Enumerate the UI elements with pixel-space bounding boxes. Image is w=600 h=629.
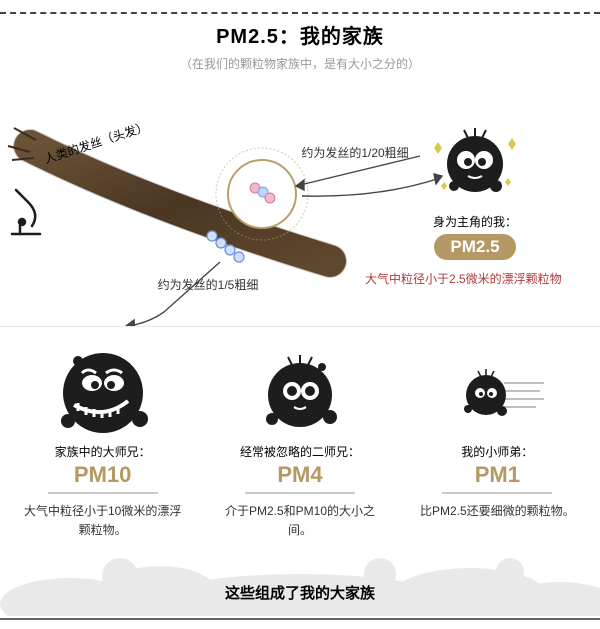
callout-one-fifth: 约为发丝的1/5粗细 <box>148 276 268 293</box>
member-pm10: 家族中的大师兄： PM10 大气中粒径小于10微米的漂浮颗粒物。 <box>13 343 193 540</box>
pm25-character-icon <box>430 124 520 202</box>
callout-one-twentieth: 约为发丝的1/20粗细 <box>290 144 420 161</box>
pm4-underline <box>245 492 355 494</box>
pm25-role-label: 身为主角的我： <box>405 213 545 230</box>
footer-text: 这些组成了我的大家族 <box>0 582 600 603</box>
pm10-underline <box>48 492 158 494</box>
member-pm1: 我的小师弟： PM1 比PM2.5还要细微的颗粒物。 <box>407 343 587 540</box>
pm25-badge: PM2.5 <box>434 234 515 260</box>
footer-banner: 这些组成了我的大家族 <box>0 552 600 616</box>
family-row: 家族中的大师兄： PM10 大气中粒径小于10微米的漂浮颗粒物。 经常被忽略的二… <box>0 327 600 550</box>
member-pm4: 经常被忽略的二师兄： PM4 介于PM2.5和PM10的大小之间。 <box>210 343 390 540</box>
pm10-desc: 大气中粒径小于10微米的漂浮颗粒物。 <box>13 502 193 540</box>
pm10-label: PM10 <box>13 462 193 488</box>
pm10-character-icon <box>48 343 158 439</box>
pm1-label: PM1 <box>407 462 587 488</box>
pm25-definition: 大气中粒径小于2.5微米的漂浮颗粒物 <box>365 270 545 287</box>
title-main: 我的家族 <box>300 26 384 48</box>
pm1-underline <box>442 492 552 494</box>
pm25-character-block: 身为主角的我： PM2.5 大气中粒径小于2.5微米的漂浮颗粒物 <box>405 124 545 287</box>
pm10-role: 家族中的大师兄： <box>13 443 193 460</box>
pm4-role: 经常被忽略的二师兄： <box>210 443 390 460</box>
title-prefix: PM2.5： <box>216 26 300 48</box>
page-subtitle: （在我们的颗粒物家族中，是有大小之分的） <box>0 55 600 72</box>
page-title: PM2.5：我的家族 <box>0 20 600 49</box>
pm1-role: 我的小师弟： <box>407 443 587 460</box>
pm4-character-icon <box>250 343 350 439</box>
pm1-character-icon <box>442 343 552 439</box>
top-dashed-rule <box>0 12 600 14</box>
bottom-rule <box>0 618 600 620</box>
pm1-desc: 比PM2.5还要细微的颗粒物。 <box>407 502 587 521</box>
pm4-label: PM4 <box>210 462 390 488</box>
hero-diagram: 人类的发丝（头发） 约为发丝的1/20粗细 约为发丝的1/5粗细 身为主角的我：… <box>0 86 600 326</box>
pm4-desc: 介于PM2.5和PM10的大小之间。 <box>210 502 390 540</box>
